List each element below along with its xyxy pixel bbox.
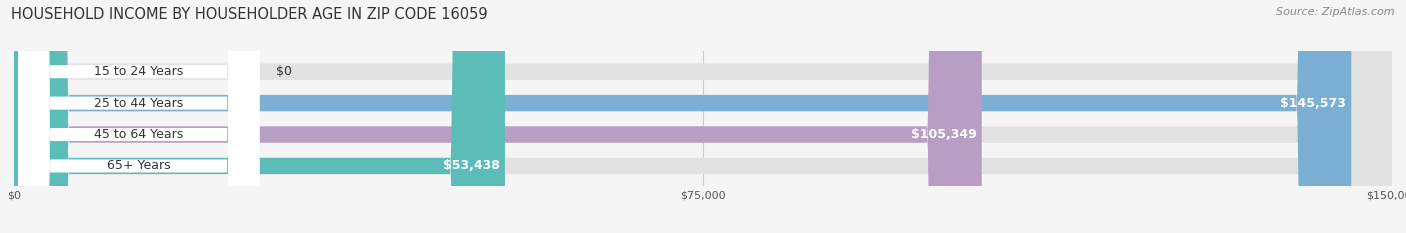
Text: 25 to 44 Years: 25 to 44 Years (94, 97, 183, 110)
FancyBboxPatch shape (14, 0, 981, 233)
Text: HOUSEHOLD INCOME BY HOUSEHOLDER AGE IN ZIP CODE 16059: HOUSEHOLD INCOME BY HOUSEHOLDER AGE IN Z… (11, 7, 488, 22)
FancyBboxPatch shape (14, 0, 1392, 233)
FancyBboxPatch shape (14, 0, 1392, 233)
Text: 65+ Years: 65+ Years (107, 159, 170, 172)
Text: Source: ZipAtlas.com: Source: ZipAtlas.com (1277, 7, 1395, 17)
FancyBboxPatch shape (14, 0, 1351, 233)
FancyBboxPatch shape (18, 0, 259, 233)
Text: $105,349: $105,349 (911, 128, 976, 141)
FancyBboxPatch shape (18, 0, 259, 233)
FancyBboxPatch shape (14, 0, 1392, 233)
Text: $53,438: $53,438 (443, 159, 499, 172)
Text: 45 to 64 Years: 45 to 64 Years (94, 128, 183, 141)
FancyBboxPatch shape (18, 0, 259, 233)
Text: $0: $0 (276, 65, 292, 78)
Text: $145,573: $145,573 (1279, 97, 1346, 110)
FancyBboxPatch shape (14, 0, 1392, 233)
FancyBboxPatch shape (14, 0, 505, 233)
Text: 15 to 24 Years: 15 to 24 Years (94, 65, 183, 78)
FancyBboxPatch shape (18, 0, 259, 233)
